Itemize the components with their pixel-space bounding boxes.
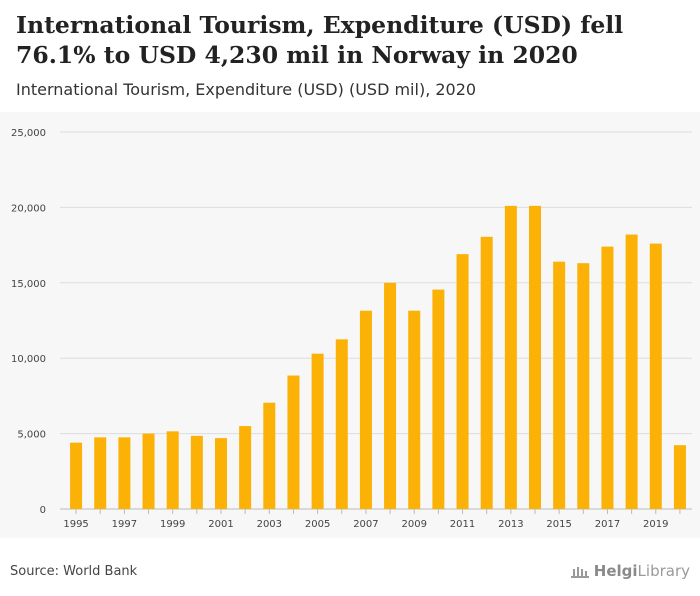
bar xyxy=(625,234,638,509)
bar xyxy=(166,431,179,509)
bar xyxy=(456,254,469,509)
bar xyxy=(384,282,397,509)
library-building-icon xyxy=(570,567,589,578)
bar xyxy=(142,433,155,509)
bar xyxy=(287,375,300,509)
brand-logo[interactable]: HelgiLibrary xyxy=(570,562,690,580)
bar xyxy=(359,310,372,509)
brand-name-rest: Library xyxy=(637,562,690,580)
x-tick-label: 1999 xyxy=(160,519,185,530)
bar-chart: 0 5,000 10,000 15,000 20,000 25,000 1995 1997 19… xyxy=(11,128,692,530)
bar xyxy=(311,353,324,509)
chart-headline: International Tourism, Expenditure (USD)… xyxy=(16,11,624,69)
bar xyxy=(118,437,131,509)
bar xyxy=(335,339,348,509)
bar xyxy=(577,263,590,509)
bar xyxy=(480,236,493,509)
brand-name: HelgiLibrary xyxy=(594,562,690,580)
x-tick-label: 2003 xyxy=(257,519,282,530)
bar xyxy=(673,445,686,509)
x-tick-label: 1997 xyxy=(112,519,137,530)
x-tick-label: 2013 xyxy=(498,519,523,530)
source-note: Source: World Bank xyxy=(10,564,138,579)
x-tick-label: 2011 xyxy=(450,519,475,530)
x-tick-label: 2015 xyxy=(546,519,571,530)
bar xyxy=(190,435,203,509)
bar xyxy=(432,289,445,509)
x-tick-label: 1995 xyxy=(63,519,88,530)
x-tick-label: 2001 xyxy=(208,519,233,530)
bar xyxy=(408,310,421,509)
bar xyxy=(553,261,566,509)
bar xyxy=(504,205,517,509)
brand-name-bold: Helgi xyxy=(593,562,638,580)
bar xyxy=(94,437,107,509)
y-tick-label: 20,000 xyxy=(11,203,46,214)
y-tick-label: 25,000 xyxy=(11,128,46,139)
x-tick-label: 2005 xyxy=(305,519,330,530)
bar xyxy=(529,205,541,509)
bar xyxy=(649,243,662,510)
x-tick-label: 2017 xyxy=(595,519,620,530)
plot-area: 0 5,000 10,000 15,000 20,000 25,000 1995 1997 19… xyxy=(0,112,700,538)
y-tick-label: 0 xyxy=(40,505,46,516)
bar xyxy=(215,438,227,509)
y-tick-label: 10,000 xyxy=(11,354,46,365)
x-tick-label: 2007 xyxy=(353,519,378,530)
chart-subtitle: International Tourism, Expenditure (USD)… xyxy=(16,80,477,99)
bar xyxy=(239,426,252,509)
bar xyxy=(263,402,276,509)
x-tick-label: 2009 xyxy=(402,519,427,530)
bar xyxy=(601,246,614,509)
y-tick-label: 15,000 xyxy=(11,279,46,290)
bar xyxy=(70,442,83,509)
y-tick-label: 5,000 xyxy=(17,430,46,441)
x-tick-label: 2019 xyxy=(643,519,668,530)
